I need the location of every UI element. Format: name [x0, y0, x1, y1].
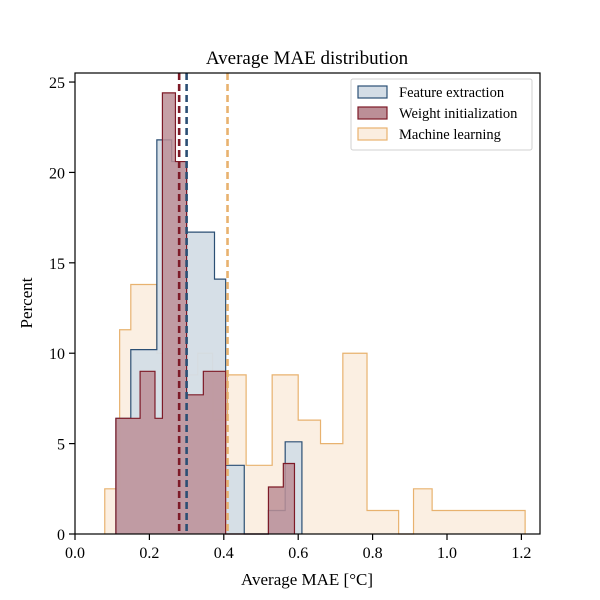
legend-label: Weight initialization	[399, 106, 518, 122]
plot-frame	[74, 72, 541, 535]
legend-swatch	[357, 127, 388, 141]
x-tick-label: 0.8	[363, 545, 383, 562]
y-tick-label: 5	[57, 437, 65, 454]
series-outline	[115, 92, 296, 535]
legend-label: Feature extraction	[399, 85, 505, 101]
series-fill	[115, 92, 295, 534]
legend-swatch	[357, 85, 388, 99]
legend-label: Machine learning	[399, 127, 501, 143]
bars-layer	[104, 92, 526, 535]
legend-box	[350, 78, 533, 151]
x-axis-ticks: 0.0 0.2 0.4 0.6 0.8 1.0 1.2	[65, 534, 531, 562]
x-tick-label: 0.6	[288, 545, 308, 562]
legend: Feature extraction Weight initialization M…	[350, 78, 533, 151]
y-tick-label: 10	[49, 346, 65, 363]
y-tick-label: 0	[57, 527, 65, 544]
series-weight-initialization	[115, 92, 296, 535]
y-axis-label: Percent	[17, 277, 36, 328]
y-tick-label: 20	[49, 165, 65, 182]
x-tick-label: 1.2	[511, 545, 531, 562]
y-tick-label: 15	[49, 256, 65, 273]
legend-swatch	[357, 106, 388, 120]
x-tick-label: 1.0	[437, 545, 457, 562]
x-tick-label: 0.0	[65, 545, 85, 562]
y-axis-ticks: 0 5 10 15 20 25	[49, 75, 75, 544]
x-tick-label: 0.2	[139, 545, 159, 562]
x-axis-label: Average MAE [°C]	[241, 570, 373, 589]
x-tick-label: 0.4	[214, 545, 234, 562]
chart-title: Average MAE distribution	[206, 48, 409, 69]
y-tick-label: 25	[49, 75, 65, 92]
